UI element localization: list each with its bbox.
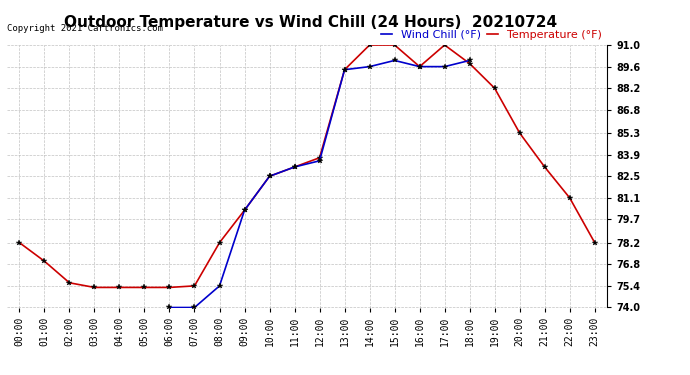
Text: Outdoor Temperature vs Wind Chill (24 Hours)  20210724: Outdoor Temperature vs Wind Chill (24 Ho… bbox=[64, 15, 557, 30]
Text: Copyright 2021 Cartronics.com: Copyright 2021 Cartronics.com bbox=[7, 24, 163, 33]
Legend: Wind Chill (°F), Temperature (°F): Wind Chill (°F), Temperature (°F) bbox=[381, 30, 602, 39]
